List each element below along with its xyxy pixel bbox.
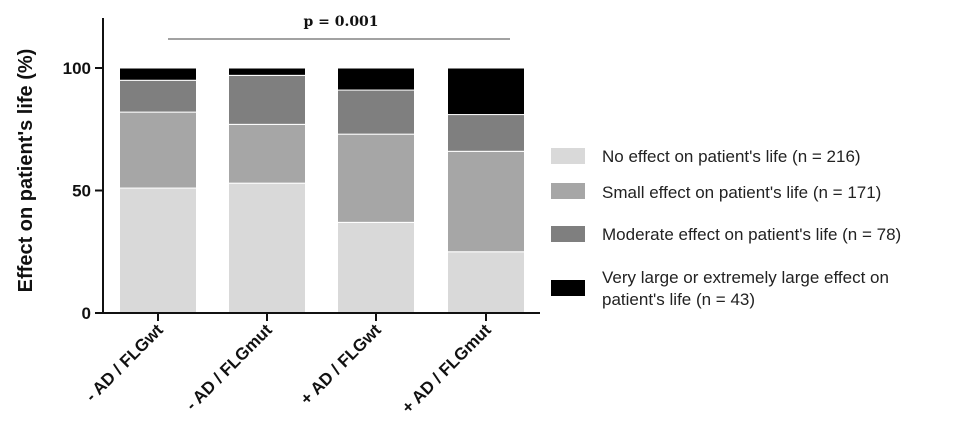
bar-segment-1-1: [119, 187, 197, 314]
x-category-label: + AD / FLGwt: [297, 320, 385, 408]
y-tick-label: 100: [63, 59, 91, 78]
bar-segment-3-2: [337, 133, 415, 223]
x-ticks-group: - AD / FLGwt - AD / FLGmut + AD / FLGwt + A…: [82, 313, 495, 417]
legend-swatch-3: [551, 226, 585, 242]
x-category-label: - AD / FLGmut: [182, 320, 276, 414]
bar-segment-1-3: [119, 79, 197, 113]
bar-segment-1-4: [119, 67, 197, 81]
bar-segment-4-2: [447, 150, 525, 253]
y-axis-title: Effect on patient's life (%): [15, 49, 37, 293]
bar-segment-4-1: [447, 251, 525, 314]
bar-segment-3-4: [337, 67, 415, 91]
bar-segment-2-4: [228, 67, 306, 76]
y-tick-label: 0: [82, 304, 91, 323]
bar-segment-4-4: [447, 67, 525, 116]
bar-segment-2-3: [228, 74, 306, 125]
legend-label-4: Very large or extremely large effect on p…: [602, 268, 889, 309]
bar-segment-2-1: [228, 182, 306, 314]
legend-swatch-1: [551, 148, 585, 164]
bars-group: [119, 67, 525, 314]
legend-label-2: Small effect on patient's life (n = 171): [602, 183, 881, 202]
bar-segment-3-1: [337, 221, 415, 314]
bar-segment-4-3: [447, 114, 525, 152]
legend-label-1: No effect on patient's life (n = 216): [602, 147, 861, 166]
bar-segment-1-2: [119, 111, 197, 189]
legend: No effect on patient's life (n = 216) Sma…: [551, 147, 901, 309]
y-ticks-group: 0 50 100: [63, 59, 103, 323]
legend-swatch-4: [551, 280, 585, 296]
legend-label-3: Moderate effect on patient's life (n = 7…: [602, 225, 901, 244]
x-category-label: + AD / FLGmut: [398, 320, 495, 417]
y-tick-label: 50: [72, 182, 91, 201]
bar-segment-3-3: [337, 89, 415, 135]
legend-swatch-2: [551, 183, 585, 199]
p-value-annotation: p = 0.001: [303, 14, 378, 30]
bar-segment-2-2: [228, 123, 306, 184]
x-category-label: - AD / FLGwt: [82, 320, 167, 405]
